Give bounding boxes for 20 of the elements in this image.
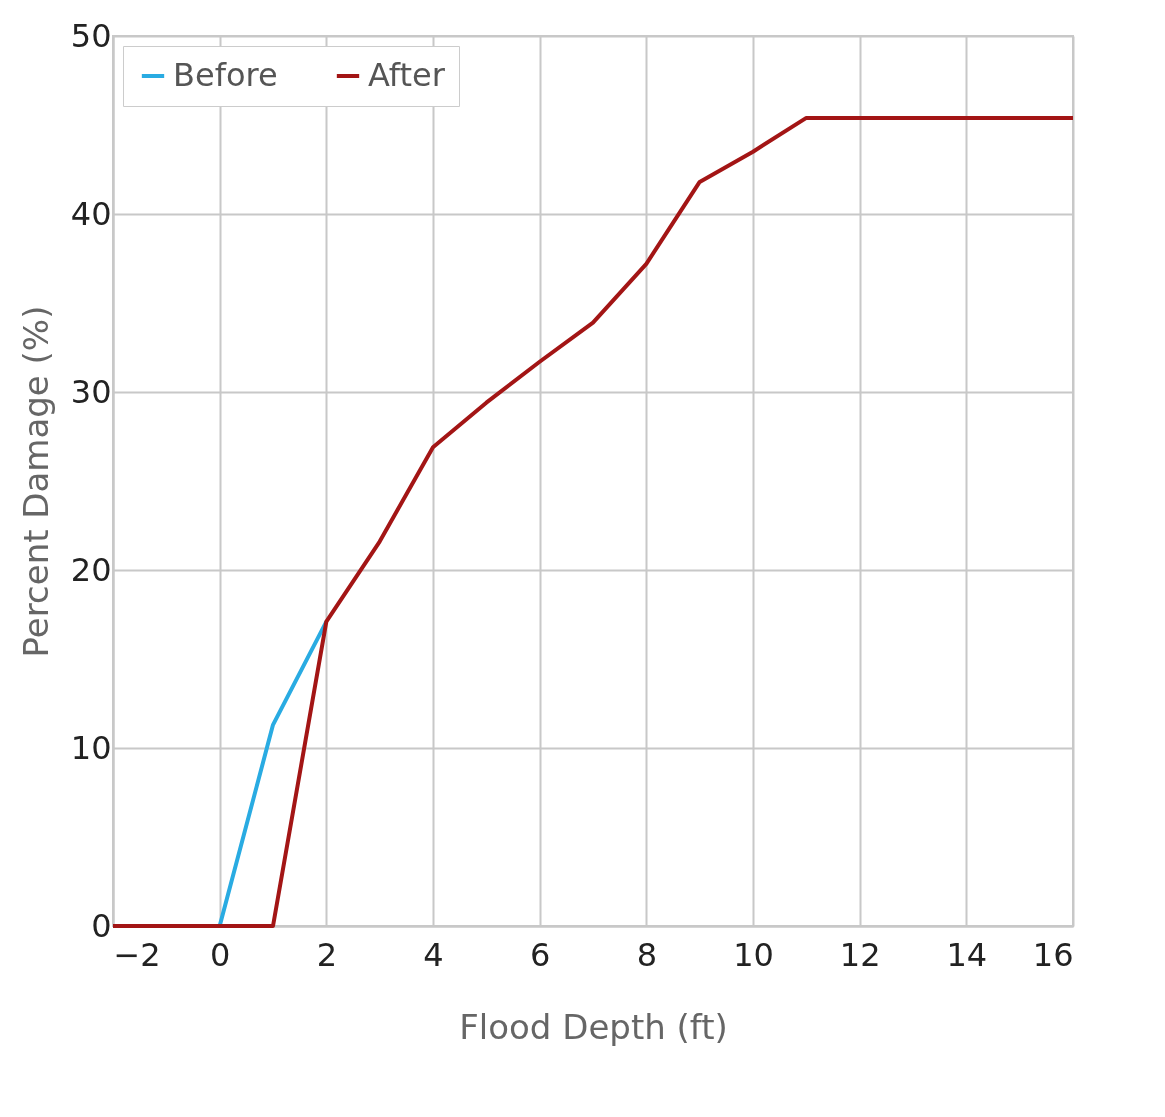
y-tick-label: 0	[91, 906, 112, 945]
y-tick-label: 30	[70, 372, 112, 411]
x-tick-label: 14	[946, 935, 988, 974]
x-tick-label: 8	[636, 935, 658, 974]
legend-label: Before	[173, 56, 278, 94]
x-tick-label: 6	[529, 935, 551, 974]
x-axis-title: Flood Depth (ft)	[459, 1006, 728, 1047]
x-tick-label: 10	[733, 935, 774, 974]
y-tick-label: 50	[70, 16, 112, 55]
x-tick-label: 2	[316, 935, 338, 974]
x-tick-label: 0	[209, 935, 231, 974]
x-tick-label: 4	[423, 935, 444, 974]
y-tick-label: 40	[70, 194, 112, 233]
legend-label: After	[368, 56, 446, 94]
x-tick-label: 12	[839, 935, 881, 974]
y-tick-label: 20	[70, 550, 112, 589]
x-tick-label: 16	[1032, 935, 1074, 974]
x-tick-label: −2	[113, 935, 161, 974]
y-tick-label: 10	[70, 728, 112, 767]
y-axis-title: Percent Damage (%)	[15, 305, 56, 658]
